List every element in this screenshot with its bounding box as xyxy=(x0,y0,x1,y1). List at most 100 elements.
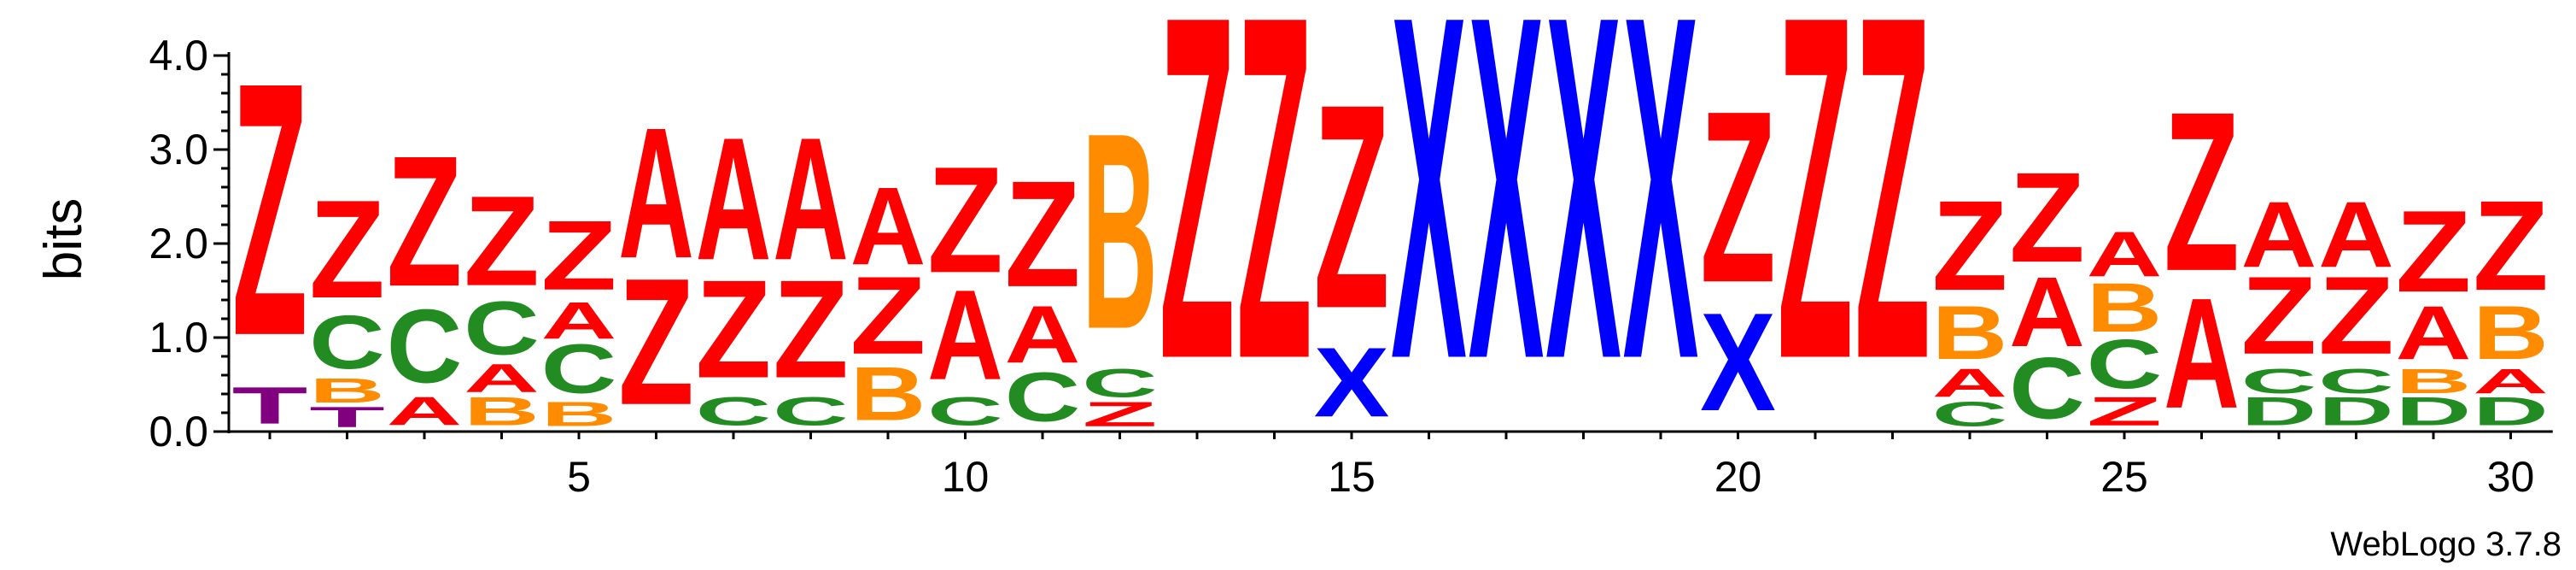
x-tick-label: 5 xyxy=(567,453,591,501)
stack-position-1: TZ xyxy=(232,7,308,435)
logo-letter-c: C xyxy=(2087,326,2163,403)
logo-letter-c: C xyxy=(1005,359,1081,437)
stack-position-26: AZ xyxy=(2164,65,2240,442)
logo-letter-a: A xyxy=(2241,183,2317,287)
logo-letter-z: Z xyxy=(1236,0,1312,461)
stack-position-14: Z xyxy=(1236,0,1312,461)
logo-letter-c: C xyxy=(1932,395,2008,434)
logo-letter-c: C xyxy=(2241,362,2317,402)
logo-letter-z: Z xyxy=(850,254,926,378)
stack-position-12: ZCB xyxy=(1082,75,1158,433)
logo-letter-b: B xyxy=(309,372,385,411)
logo-letter-b: B xyxy=(2087,269,2163,347)
logo-letter-z: Z xyxy=(232,7,308,410)
logo-letter-z: Z xyxy=(2241,254,2317,378)
logo-letter-a: A xyxy=(2318,183,2394,287)
logo-letter-z: Z xyxy=(2318,254,2394,378)
logo-letter-c: C xyxy=(541,331,617,408)
logo-letter-z: Z xyxy=(1159,0,1235,461)
logo-letter-b: B xyxy=(2396,362,2472,402)
stack-position-22: Z xyxy=(1855,0,1931,461)
logo-letter-z: Z xyxy=(1314,44,1390,369)
logo-letter-a: A xyxy=(541,291,617,350)
logo-letter-c: C xyxy=(309,300,385,385)
y-axis: 0.0 1.0 2.0 3.0 4.0 xyxy=(149,32,231,455)
logo-letter-c: C xyxy=(773,389,849,434)
logo-letter-a: A xyxy=(1932,361,2008,406)
y-tick-label: 4.0 xyxy=(149,32,208,79)
logo-letter-x: X xyxy=(1314,327,1390,438)
x-tick-label: 30 xyxy=(2487,453,2535,501)
stack-position-11: CAZ xyxy=(1005,150,1081,436)
logo-letter-a: A xyxy=(618,89,694,297)
logo-letter-b: B xyxy=(541,395,617,434)
logo-letter-a: A xyxy=(927,264,1003,407)
logo-letter-t: T xyxy=(232,376,308,435)
logo-letter-z: Z xyxy=(309,171,385,327)
x-axis: 5 10 15 20 25 30 xyxy=(227,430,2553,501)
y-tick-label: 1.0 xyxy=(149,314,208,361)
stack-position-6: ZA xyxy=(618,89,694,443)
logo-letter-d: D xyxy=(2396,389,2472,434)
logo-letter-z: Z xyxy=(1082,395,1158,434)
logo-letter-d: D xyxy=(2473,389,2549,434)
logo-letter-a: A xyxy=(696,101,772,297)
stack-position-13: Z xyxy=(1159,0,1235,461)
logo-letter-z: Z xyxy=(927,136,1003,305)
stack-position-9: BZA xyxy=(850,164,926,436)
logo-letter-x: X xyxy=(1545,0,1621,461)
logo-letter-a: A xyxy=(2164,266,2240,442)
logo-letter-b: B xyxy=(2473,291,2549,375)
y-axis-label: bits xyxy=(34,198,93,280)
logo-letter-z: Z xyxy=(1855,0,1931,461)
logo-letter-a: A xyxy=(773,101,849,297)
logo-letter-c: C xyxy=(1082,361,1158,406)
logo-letter-a: A xyxy=(464,356,540,401)
stack-position-8: CZA xyxy=(773,101,849,434)
logo-letter-c: C xyxy=(696,389,772,434)
logo-letter-z: Z xyxy=(1932,174,2008,318)
logo-letter-z: Z xyxy=(2164,65,2240,319)
logo-letter-c: C xyxy=(927,389,1003,434)
logo-letter-a: A xyxy=(2396,291,2472,375)
logo-letter-z: Z xyxy=(2396,185,2472,316)
logo-letter-z: Z xyxy=(1778,0,1854,461)
logo-letter-c: C xyxy=(2009,339,2085,437)
logo-letter-a: A xyxy=(2087,218,2163,290)
weblogo-credit: WebLogo 3.7.8 xyxy=(2330,526,2561,563)
logo-letter-z: Z xyxy=(1700,61,1776,334)
stack-position-17: X xyxy=(1469,0,1545,461)
logo-letter-c: C xyxy=(387,289,463,406)
x-tick-label: 10 xyxy=(942,453,990,501)
logo-letter-z: Z xyxy=(541,200,617,311)
logo-letter-c: C xyxy=(464,285,540,370)
stack-position-7: CZA xyxy=(696,101,772,434)
logo-letter-z: Z xyxy=(2473,174,2549,318)
logo-letter-a: A xyxy=(2473,362,2549,402)
logo-letter-d: D xyxy=(2241,389,2317,434)
x-tick-label: 25 xyxy=(2100,453,2148,501)
logo-letter-z: Z xyxy=(2087,388,2163,433)
stack-position-20: XZ xyxy=(1700,61,1776,440)
stack-position-15: XZ xyxy=(1314,44,1390,438)
logo-letter-z: Z xyxy=(696,250,772,407)
logo-letter-z: Z xyxy=(618,242,694,444)
logo-letter-z: Z xyxy=(1005,150,1081,319)
stack-position-3: ACZ xyxy=(387,118,463,434)
y-tick-label: 2.0 xyxy=(149,220,208,267)
logo-letter-d: D xyxy=(2318,389,2394,434)
logo-letter-a: A xyxy=(387,389,463,434)
logo-letter-x: X xyxy=(1391,0,1467,461)
stack-position-24: CAZ xyxy=(2009,146,2085,437)
stack-position-10: CAZ xyxy=(927,136,1003,434)
logo-letter-b: B xyxy=(464,389,540,434)
logo-letter-a: A xyxy=(2009,257,2085,367)
logo-letter-b: B xyxy=(1932,291,2008,375)
y-tick-label: 3.0 xyxy=(149,126,208,173)
